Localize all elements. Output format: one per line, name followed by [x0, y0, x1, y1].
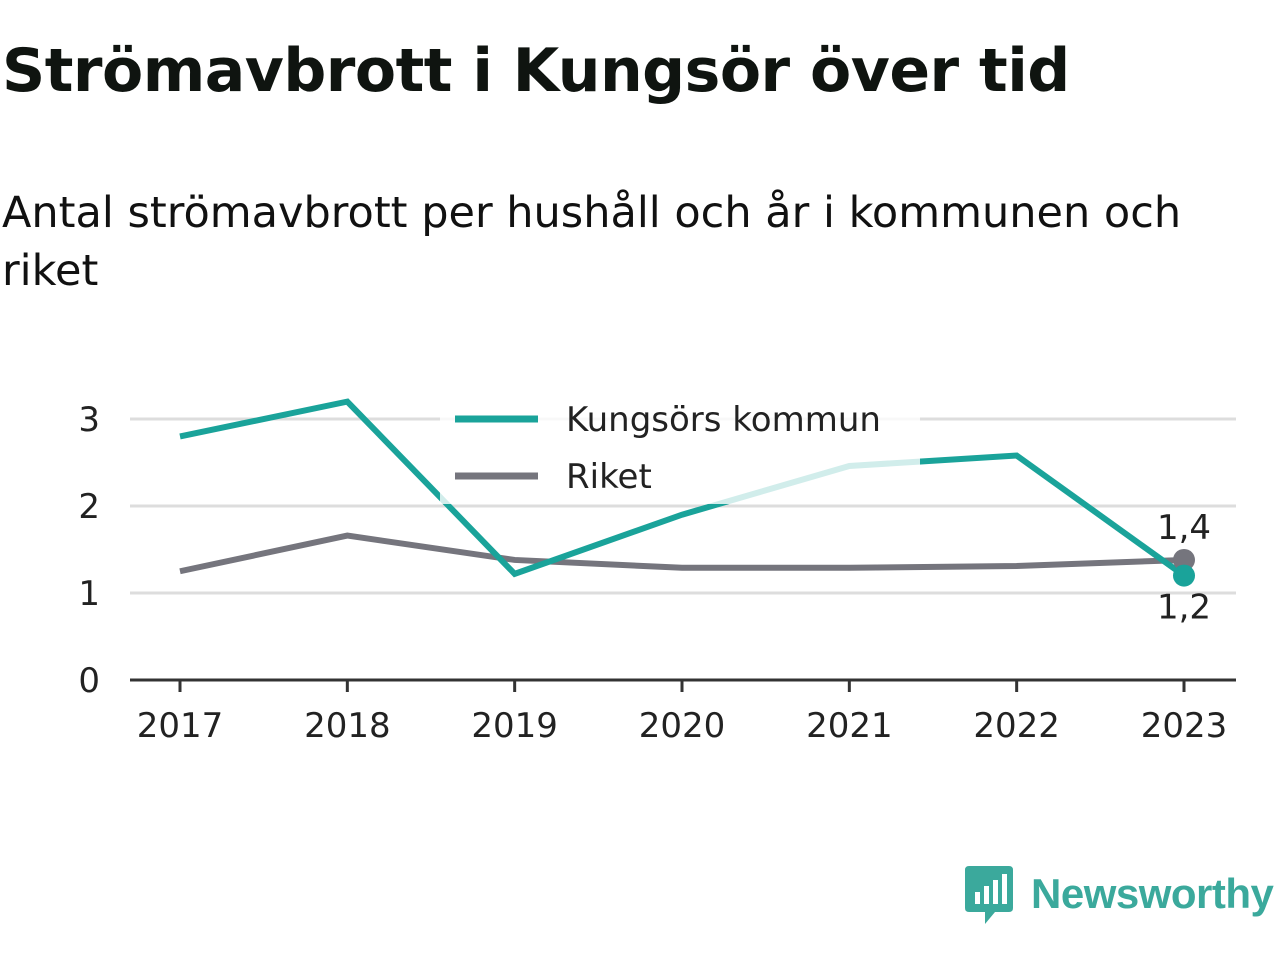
chart-title: Strömavbrott i Kungsör över tid [2, 36, 1070, 106]
y-tick-label: 3 [78, 400, 100, 440]
x-tick-label: 2023 [1141, 706, 1228, 746]
series-line-riket [179, 532, 1185, 575]
y-tick-label: 0 [78, 661, 100, 701]
chart-subtitle: Antal strömavbrott per hushåll och år i … [2, 188, 1182, 296]
end-value-label: 1,2 [1157, 588, 1211, 628]
series-line-kungsörs-kommun [179, 398, 1186, 579]
legend-label: Kungsörs kommun [566, 400, 881, 440]
series-endpoint [1173, 564, 1195, 587]
x-tick-label: 2021 [806, 706, 893, 746]
x-tick-label: 2020 [639, 706, 726, 746]
brand-name: Newsworthy [1031, 870, 1274, 917]
end-value-label: 1,4 [1157, 508, 1211, 548]
x-tick-label: 2019 [471, 706, 558, 746]
legend-label: Riket [566, 457, 652, 497]
legend: Kungsörs kommun Riket [440, 392, 920, 504]
legend-background [440, 392, 920, 504]
newsworthy-logo-icon [965, 866, 1013, 924]
series-endpoint [1173, 548, 1195, 571]
x-tick-label: 2022 [973, 706, 1060, 746]
x-tick-label: 2018 [304, 706, 391, 746]
newsworthy-logo: Newsworthy [963, 862, 1274, 926]
y-tick-label: 2 [78, 487, 100, 527]
y-tick-label: 1 [78, 574, 100, 614]
line-chart: 0 1 2 3 2017 2018 2019 2020 2021 2022 2023 1,2 1,4 Ku… [78, 392, 1236, 746]
x-tick-label: 2017 [137, 706, 224, 746]
